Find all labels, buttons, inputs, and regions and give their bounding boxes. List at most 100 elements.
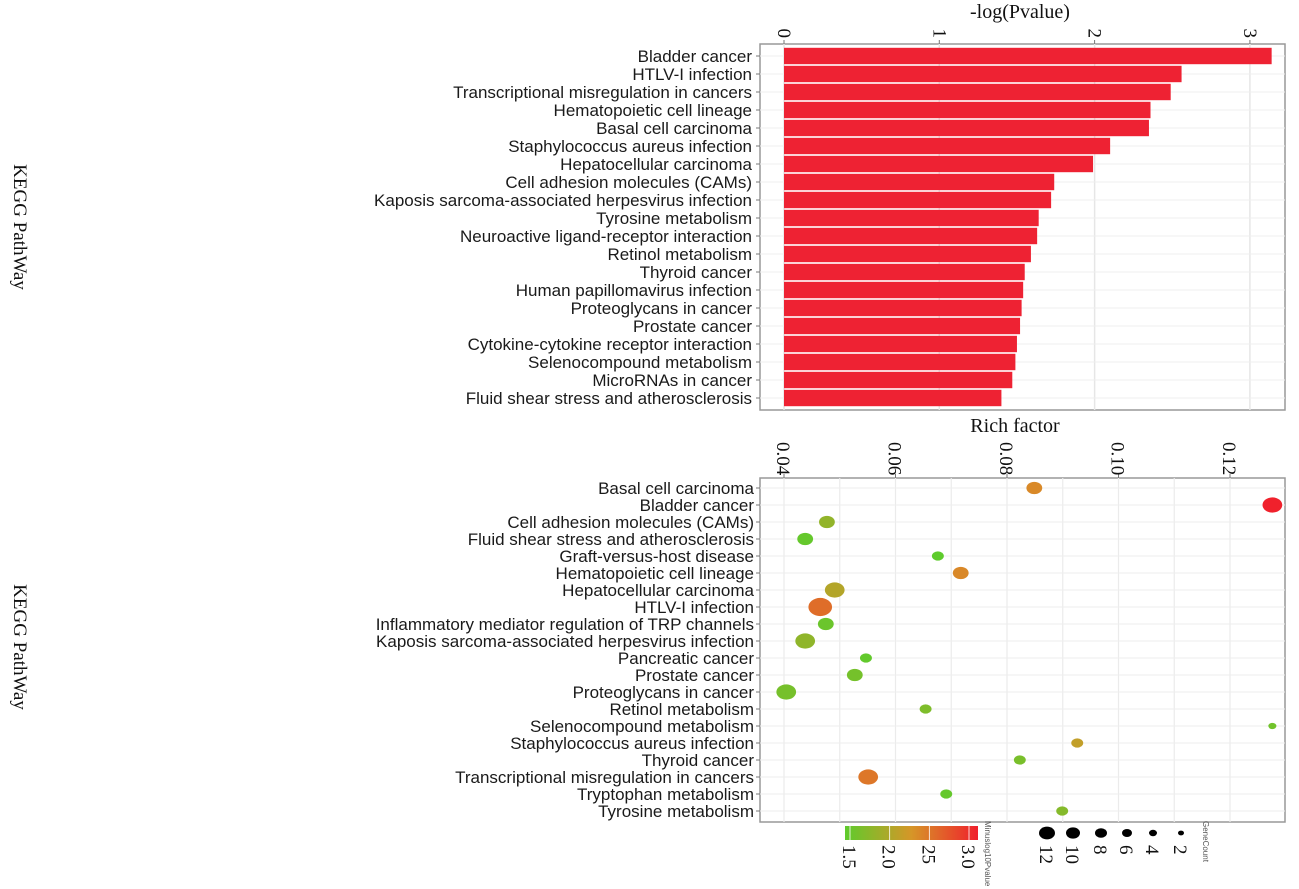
data-point <box>952 566 969 580</box>
color-legend-label: 3.0 <box>957 845 978 869</box>
category-label: Cell adhesion molecules (CAMs) <box>505 173 752 192</box>
bar <box>784 47 1272 65</box>
x-tick-label: 0.12 <box>1218 442 1239 475</box>
size-legend-dot <box>1149 829 1157 837</box>
category-label: Bladder cancer <box>640 496 755 515</box>
category-label: Basal cell carcinoma <box>596 119 752 138</box>
size-legend-label: 12 <box>1035 845 1056 864</box>
category-label: Prostate cancer <box>633 317 752 336</box>
size-legend-label: 8 <box>1089 845 1110 855</box>
category-label: Selenocompound metabolism <box>528 353 752 372</box>
category-label: Prostate cancer <box>635 666 754 685</box>
category-label: Thyroid cancer <box>640 263 753 282</box>
plot-area <box>759 477 1286 823</box>
color-legend-label: 2.0 <box>878 845 899 869</box>
category-label: Fluid shear stress and atherosclerosis <box>466 389 752 408</box>
category-label: Retinol metabolism <box>607 245 752 264</box>
data-point <box>1268 722 1277 730</box>
category-label: Transcriptional misregulation in cancers <box>455 768 754 787</box>
data-point <box>808 597 833 617</box>
data-point <box>1013 755 1026 765</box>
category-label: Graft-versus-host disease <box>559 547 754 566</box>
x-tick-label: 2 <box>1084 29 1105 39</box>
data-point <box>1026 481 1043 495</box>
x-tick-label: 0.10 <box>1107 442 1128 475</box>
bar <box>784 389 1002 407</box>
data-point <box>940 789 953 799</box>
bar <box>784 101 1151 119</box>
category-label: Human papillomavirus infection <box>516 281 752 300</box>
category-label: HTLV-I infection <box>634 598 754 617</box>
bar <box>784 299 1022 317</box>
x-tick-label: 0.04 <box>772 442 793 476</box>
dot-chart-xlabel: Rich factor <box>970 415 1060 437</box>
size-legend-title: GeneCount <box>1201 821 1210 863</box>
category-label: Selenocompound metabolism <box>530 717 754 736</box>
data-point <box>824 582 845 598</box>
category-label: Kaposis sarcoma-associated herpesvirus i… <box>376 632 754 651</box>
category-label: Fluid shear stress and atherosclerosis <box>468 530 754 549</box>
size-legend-dot <box>1122 829 1132 837</box>
data-point <box>1056 806 1069 816</box>
bar <box>784 263 1025 281</box>
category-label: Thyroid cancer <box>642 751 755 770</box>
category-label: Tyrosine metabolism <box>596 209 752 228</box>
x-tick-label: 0 <box>773 29 794 39</box>
size-legend-label: 4 <box>1141 845 1162 855</box>
size-legend-label: 2 <box>1169 845 1190 855</box>
dot-chart-ylabel: KEGG PathWay <box>9 584 30 710</box>
legend: 1.5 2.0 25 3.0 Minuslog10Pvalue 12 10 8 6 4 2 GeneC… <box>838 821 1210 887</box>
data-point <box>919 704 932 714</box>
bar <box>784 245 1031 263</box>
bar <box>784 173 1055 191</box>
size-legend-dot <box>1039 826 1055 840</box>
bar-chart-ylabel: KEGG PathWay <box>9 164 30 290</box>
category-label: Staphylococcus aureus infection <box>508 137 752 156</box>
category-label: Basal cell carcinoma <box>598 479 754 498</box>
data-point <box>1262 497 1283 513</box>
color-legend-label: 1.5 <box>838 845 859 869</box>
color-legend-label: 25 <box>917 845 938 864</box>
category-label: Hepatocellular carcinoma <box>560 155 752 174</box>
bar <box>784 371 1013 389</box>
bar <box>784 281 1024 299</box>
bar <box>784 335 1017 353</box>
data-point <box>776 684 797 700</box>
bar <box>784 83 1171 101</box>
category-label: Kaposis sarcoma-associated herpesvirus i… <box>374 191 752 210</box>
x-tick-label: 1 <box>928 29 949 39</box>
bar <box>784 155 1094 173</box>
category-label: Neuroactive ligand-receptor interaction <box>460 227 752 246</box>
category-label: Proteoglycans in cancer <box>573 683 755 702</box>
category-label: Tryptophan metabolism <box>577 785 754 804</box>
bar-chart-xlabel: -log(Pvalue) <box>970 1 1070 23</box>
category-label: MicroRNAs in cancer <box>592 371 752 390</box>
data-point <box>858 769 879 785</box>
data-point <box>846 668 863 682</box>
x-tick-label: 0.06 <box>884 442 905 475</box>
data-point <box>795 633 816 649</box>
data-point <box>797 532 814 546</box>
bar <box>784 227 1038 245</box>
category-label: Cell adhesion molecules (CAMs) <box>507 513 754 532</box>
bar <box>784 191 1052 209</box>
category-label: Hematopoietic cell lineage <box>554 101 752 120</box>
category-label: Retinol metabolism <box>609 700 754 719</box>
category-label: Cytokine-cytokine receptor interaction <box>468 335 752 354</box>
size-legend-dot <box>1178 830 1184 836</box>
category-label: Pancreatic cancer <box>618 649 754 668</box>
size-legend-label: 10 <box>1061 845 1082 864</box>
category-label: Tyrosine metabolism <box>598 802 754 821</box>
color-legend-title: Minuslog10Pvalue <box>983 821 992 887</box>
category-label: Bladder cancer <box>638 47 753 66</box>
data-point <box>931 551 944 561</box>
data-point <box>1071 738 1084 748</box>
bar <box>784 119 1149 137</box>
bar <box>784 65 1182 83</box>
bar <box>784 137 1111 155</box>
x-tick-label: 3 <box>1239 29 1260 39</box>
size-legend-label: 6 <box>1115 845 1136 855</box>
category-label: Staphylococcus aureus infection <box>510 734 754 753</box>
